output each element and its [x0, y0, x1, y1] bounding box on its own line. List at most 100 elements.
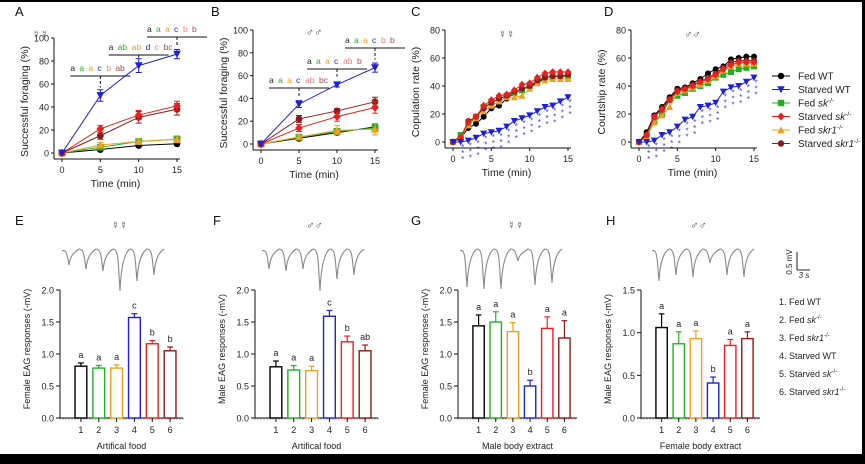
data-point [751, 53, 757, 60]
series-line [638, 63, 754, 143]
significance-star: * [522, 119, 525, 128]
significance-letter: a [493, 299, 498, 309]
significance-letter: a [287, 75, 292, 85]
bar [92, 367, 106, 419]
y-tick-label: 40 [39, 103, 49, 113]
bar [523, 385, 537, 419]
significance-letter: a [78, 350, 83, 360]
data-point [257, 140, 265, 148]
significance-letter: a [109, 42, 114, 52]
x-axis-label: Time (min) [289, 169, 339, 181]
x-tick-label: 1 [476, 425, 481, 435]
bar [269, 366, 283, 419]
series-line [61, 143, 178, 154]
y-tick-label: 1.0 [439, 350, 452, 360]
data-point [518, 92, 526, 99]
sex-symbol: ♂♂ [690, 220, 707, 232]
y-tick-label: 60 [39, 80, 49, 90]
significance-star: * [655, 142, 658, 151]
data-point [681, 85, 689, 93]
y-tick-label: 1.5 [439, 318, 452, 328]
series-line [638, 61, 754, 143]
y-tick-label: 2.0 [439, 286, 452, 296]
bar-legend-item: 2. Fed sk-/- [779, 315, 822, 325]
y-tick-label: 1.5 [41, 318, 54, 328]
bar [127, 316, 142, 419]
x-tick-label: 0 [636, 154, 641, 164]
significance-letter: b [390, 35, 395, 45]
data-point [728, 69, 734, 75]
significance-letter: a [659, 301, 664, 311]
data-point [480, 101, 488, 110]
y-tick-label: 40 [430, 82, 440, 92]
data-point [556, 98, 564, 105]
data-point [533, 73, 541, 82]
bar [558, 337, 571, 419]
significance-star: * [693, 130, 696, 139]
bar [723, 344, 737, 419]
significance-star: * [476, 139, 479, 148]
data-point [549, 73, 556, 80]
data-point [557, 73, 564, 80]
x-tick-label: 2 [493, 425, 498, 435]
y-tick-label: 0.0 [439, 414, 452, 424]
x-axis-label: Female body extract [660, 441, 742, 451]
y-axis-label: Male EAG responses (-mV) [217, 294, 227, 404]
legend-label: Starved sk-/- [798, 111, 851, 123]
y-tick-label: 1.5 [236, 318, 249, 328]
data-point [495, 127, 503, 135]
significance-star: * [670, 145, 673, 154]
x-tick-label: 5 [98, 165, 103, 175]
y-tick-label: 0.0 [622, 414, 635, 424]
significance-star: * [484, 141, 487, 150]
significance-star: * [553, 113, 556, 122]
data-point [96, 141, 105, 149]
bar-group: ab 6 [358, 332, 372, 435]
x-tick-label: 1 [78, 425, 83, 435]
bar [163, 350, 177, 419]
significance-star: * [461, 155, 464, 164]
significance-star: * [739, 93, 742, 102]
series-starved-wt [635, 74, 758, 146]
significance-star: * [747, 89, 750, 98]
data-point [541, 104, 549, 111]
data-point [719, 65, 727, 73]
data-point [495, 92, 503, 100]
data-point [464, 137, 472, 145]
data-point [643, 139, 651, 146]
significance-star: * [538, 112, 541, 121]
data-point [464, 118, 472, 127]
x-tick-label: 0 [450, 154, 455, 164]
significance-star: * [568, 104, 571, 113]
y-tick-label: 2.0 [236, 286, 249, 296]
data-point [333, 126, 341, 134]
data-point [510, 86, 518, 94]
legend-label: Starved skr1-/- [798, 138, 860, 150]
significance-letter: ab [343, 56, 353, 66]
bar [741, 337, 754, 419]
y-tick-label: 20 [238, 117, 248, 127]
significance-letter: a [79, 63, 84, 73]
data-point [712, 99, 720, 107]
significance-letter: a [363, 35, 368, 45]
significance-star: * [507, 134, 510, 143]
data-point [487, 129, 495, 136]
series-line [61, 138, 178, 154]
x-axis-label: Time (min) [91, 178, 141, 190]
bar-group: a3 [304, 353, 319, 435]
data-point [173, 135, 181, 143]
data-point [510, 118, 518, 125]
data-point [689, 82, 697, 90]
bar-group: a1 [655, 301, 668, 435]
series-line [260, 67, 376, 145]
x-axis-label: Artifical food [292, 441, 342, 451]
significance-star: * [499, 138, 502, 147]
significance-star: * [492, 133, 495, 142]
x-tick-label: 5 [728, 425, 733, 435]
significance-letter: b [711, 364, 716, 374]
significance-star: * [693, 124, 696, 133]
panel-label: D [604, 4, 613, 19]
